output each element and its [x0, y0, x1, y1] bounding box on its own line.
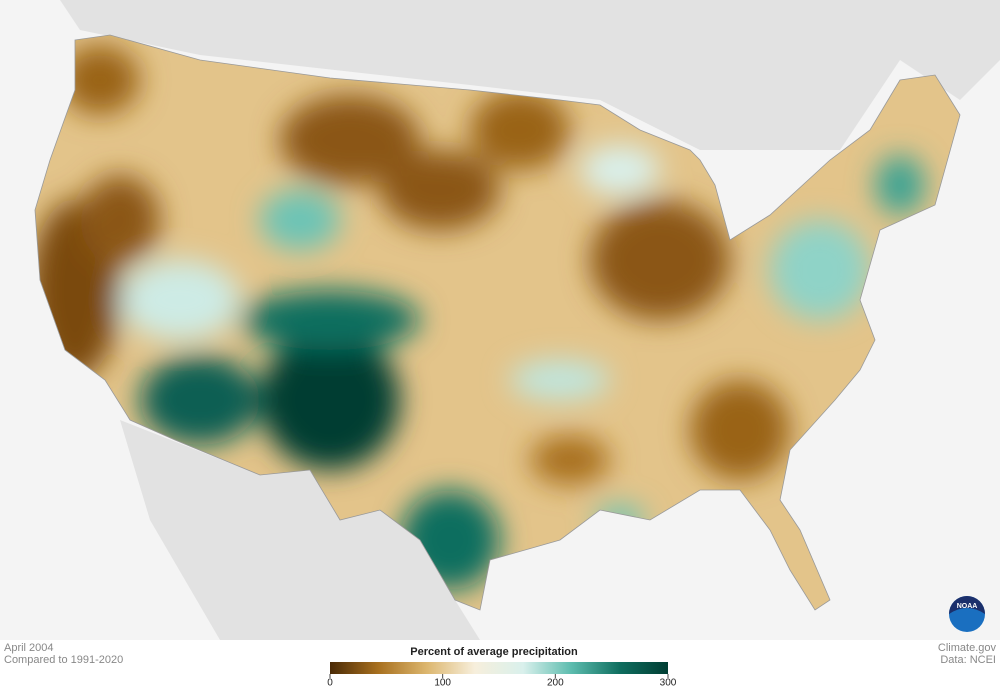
legend-title: Percent of average precipitation [410, 646, 578, 658]
source: Data: NCEI [940, 654, 996, 666]
canada [60, 0, 1000, 150]
date: April 2004 [4, 642, 54, 654]
color-bar [330, 662, 668, 674]
legend-tick-label: 100 [434, 678, 451, 689]
map-shading [35, 45, 925, 590]
logo-top [949, 596, 985, 614]
mexico [120, 420, 480, 640]
legend-tick-label: 300 [660, 678, 677, 689]
baseline: Compared to 1991-2020 [4, 654, 123, 666]
site: Climate.gov [938, 642, 997, 654]
legend-tick-label: 200 [547, 678, 564, 689]
logo-text: NOAA [957, 603, 978, 610]
legend-tick-label: 0 [327, 678, 333, 689]
